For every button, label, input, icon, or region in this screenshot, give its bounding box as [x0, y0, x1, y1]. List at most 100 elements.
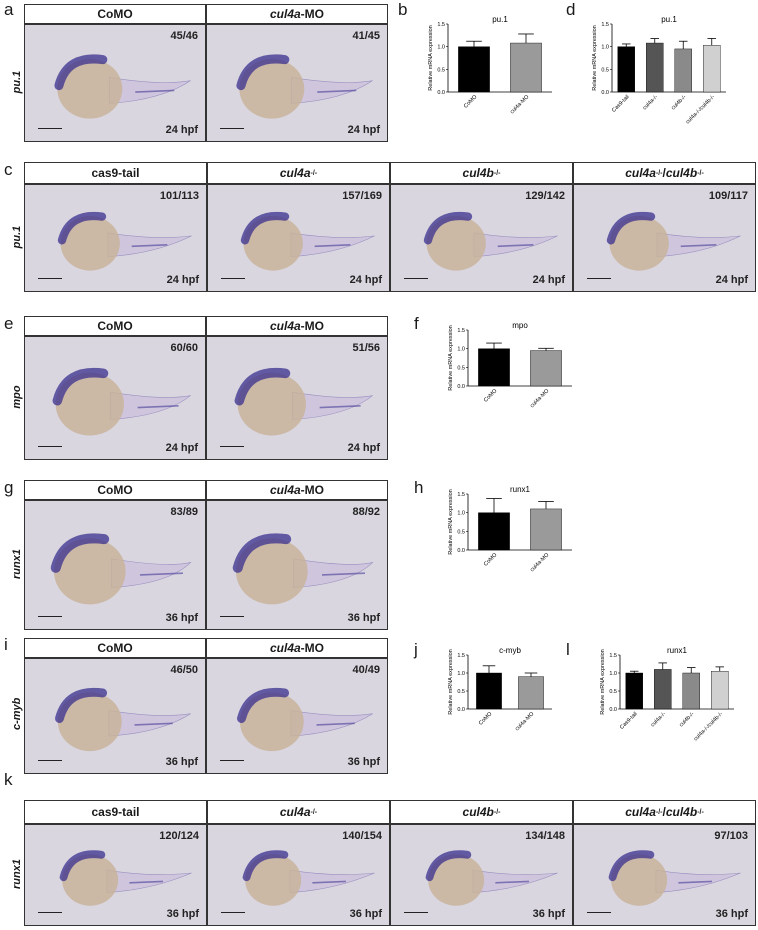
column-header: cul4a -MO	[206, 638, 388, 658]
x-tick-label: cul4a-MO	[529, 388, 551, 410]
bar	[530, 350, 562, 387]
y-tick-label: 0.5	[457, 689, 465, 695]
ratio-count: 46/50	[170, 664, 198, 676]
x-tick-label: Cas9-tail	[619, 711, 639, 731]
ratio-count: 83/89	[170, 506, 198, 518]
bar	[682, 672, 700, 710]
x-tick-label: CoMO	[478, 711, 494, 727]
bar	[518, 676, 544, 710]
embryo-image	[24, 24, 206, 142]
bar	[458, 46, 490, 93]
chart-title: mpo	[512, 321, 528, 330]
scale-bar	[220, 128, 244, 129]
stage-label: 36 hpf	[165, 612, 198, 624]
panel-label-k: k	[4, 770, 13, 789]
scale-bar	[38, 616, 62, 617]
y-tick-label: 0.0	[609, 707, 617, 713]
scale-bar	[38, 128, 62, 129]
bar	[478, 512, 510, 551]
y-tick-label: 0.0	[437, 90, 445, 96]
panel-label-f: f	[414, 314, 419, 333]
scale-bar	[587, 278, 611, 279]
y-tick-label: 0.0	[457, 384, 465, 390]
y-axis-label: Relative mRNA expression	[428, 25, 434, 90]
column-header: cul4b -/-	[390, 800, 573, 824]
stage-label: 36 hpf	[715, 908, 748, 920]
scale-bar	[38, 278, 62, 279]
scale-bar	[38, 760, 62, 761]
x-tick-label: cul4a-MO	[514, 711, 536, 733]
embryo-image	[24, 824, 207, 926]
column-header: cas9-tail	[24, 162, 207, 184]
ratio-count: 41/45	[352, 30, 380, 42]
x-tick-label: cul4b-/-	[678, 711, 695, 728]
column-header: CoMO	[24, 4, 206, 24]
x-tick-label: cul4a-MO	[509, 94, 531, 116]
stage-label: 36 hpf	[166, 908, 199, 920]
x-tick-label: CoMO	[463, 94, 479, 110]
scale-bar	[404, 912, 428, 913]
embryo-image	[573, 824, 756, 926]
y-tick-label: 0.5	[609, 689, 617, 695]
y-tick-label: 1.5	[437, 22, 445, 28]
embryo-image	[24, 658, 206, 774]
panel-label-e: e	[4, 314, 14, 333]
stage-label: 24 hpf	[715, 274, 748, 286]
scale-bar	[221, 912, 245, 913]
y-axis-label: Relative mRNA expression	[592, 25, 598, 90]
x-tick-label: cul4a-/-	[642, 94, 659, 111]
ratio-count: 129/142	[525, 190, 565, 202]
y-tick-label: 0.5	[457, 365, 465, 371]
chart-title: c-myb	[499, 646, 521, 655]
y-tick-label: 1.5	[457, 653, 465, 659]
panel-label-d: d	[566, 0, 576, 19]
panel-label-b: b	[398, 0, 408, 19]
embryo-image	[206, 336, 388, 460]
embryo-image	[390, 824, 573, 926]
stage-label: 36 hpf	[347, 612, 380, 624]
ratio-count: 60/60	[170, 342, 198, 354]
y-tick-label: 1.0	[609, 671, 617, 677]
x-tick-label: CoMO	[483, 552, 499, 568]
stage-label: 24 hpf	[532, 274, 565, 286]
scale-bar	[38, 912, 62, 913]
column-header: cul4a -/-	[207, 162, 390, 184]
y-axis-label: Relative mRNA expression	[448, 649, 454, 714]
stage-label: 24 hpf	[347, 442, 380, 454]
chart-title: pu.1	[492, 15, 508, 24]
bar	[674, 48, 692, 93]
x-tick-label: cul4a-/-/cul4b-/-	[685, 94, 716, 125]
panel-label-i: i	[4, 635, 8, 654]
column-header: cas9-tail	[24, 800, 207, 824]
y-tick-label: 1.5	[609, 653, 617, 659]
ratio-count: 101/113	[159, 190, 199, 202]
x-tick-label: cul4a-/-	[650, 711, 667, 728]
bar	[646, 42, 664, 93]
x-tick-label: cul4a-/-/cul4b-/-	[693, 711, 724, 742]
bar	[702, 45, 721, 93]
gene-label: mpo	[11, 385, 23, 409]
scale-bar	[220, 760, 244, 761]
column-header: CoMO	[24, 316, 206, 336]
embryo-image	[206, 658, 388, 774]
embryo-image	[573, 184, 756, 292]
column-header: cul4a -/-	[207, 800, 390, 824]
stage-label: 36 hpf	[347, 756, 380, 768]
bar	[617, 46, 636, 93]
gene-label: pu.1	[11, 70, 23, 94]
y-tick-label: 1.0	[437, 45, 445, 51]
scale-bar	[220, 446, 244, 447]
ratio-count: 109/117	[708, 190, 748, 202]
stage-label: 24 hpf	[347, 124, 380, 136]
gene-label: runx1	[11, 859, 23, 889]
y-axis-label: Relative mRNA expression	[448, 489, 454, 554]
embryo-image	[206, 24, 388, 142]
ratio-count: 45/46	[170, 30, 198, 42]
embryo-image	[206, 500, 388, 630]
chart-title: pu.1	[661, 15, 677, 24]
bar	[654, 669, 672, 710]
scale-bar	[587, 912, 611, 913]
